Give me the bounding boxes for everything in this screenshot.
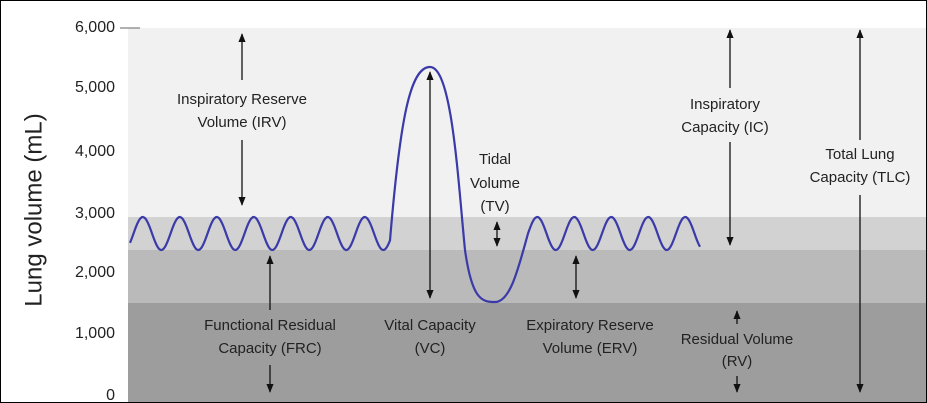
breathing-curve bbox=[128, 65, 701, 304]
label: Inspiratory Reserve bbox=[177, 91, 307, 108]
y-tick-label: 2,000 bbox=[75, 264, 115, 281]
y-ticks: 6,000 5,000 4,000 3,000 2,000 1,000 0 bbox=[75, 19, 115, 403]
y-tick-label: 4,000 bbox=[75, 143, 115, 160]
band-rv bbox=[128, 303, 926, 402]
label: Capacity (TLC) bbox=[810, 169, 911, 186]
label: Capacity (FRC) bbox=[218, 340, 321, 357]
label: Tidal bbox=[479, 151, 511, 168]
y-tick-label: 3,000 bbox=[75, 205, 115, 222]
label: Expiratory Reserve bbox=[526, 317, 654, 334]
y-tick-label: 6,000 bbox=[75, 19, 115, 36]
y-tick-label: 0 bbox=[106, 387, 115, 403]
label: Volume (ERV) bbox=[543, 340, 638, 357]
label: Volume bbox=[470, 175, 520, 192]
label: Total Lung bbox=[825, 146, 894, 163]
label: Volume (IRV) bbox=[198, 114, 287, 131]
label: Vital Capacity bbox=[384, 317, 476, 334]
label: Inspiratory bbox=[690, 96, 761, 113]
arrows bbox=[238, 29, 864, 393]
labels: Inspiratory Reserve Volume (IRV) Tidal V… bbox=[177, 91, 910, 370]
label: (TV) bbox=[480, 198, 509, 215]
y-axis-label: Lung volume (mL) bbox=[20, 113, 47, 306]
y-tick-label: 5,000 bbox=[75, 79, 115, 96]
label: Capacity (IC) bbox=[681, 119, 769, 136]
band-irv bbox=[128, 28, 926, 217]
label: Functional Residual bbox=[204, 317, 336, 334]
label: Residual Volume bbox=[681, 331, 794, 348]
y-tick-label: 1,000 bbox=[75, 325, 115, 342]
label: (RV) bbox=[722, 353, 753, 370]
band-erv bbox=[128, 250, 926, 303]
label: (VC) bbox=[415, 340, 446, 357]
